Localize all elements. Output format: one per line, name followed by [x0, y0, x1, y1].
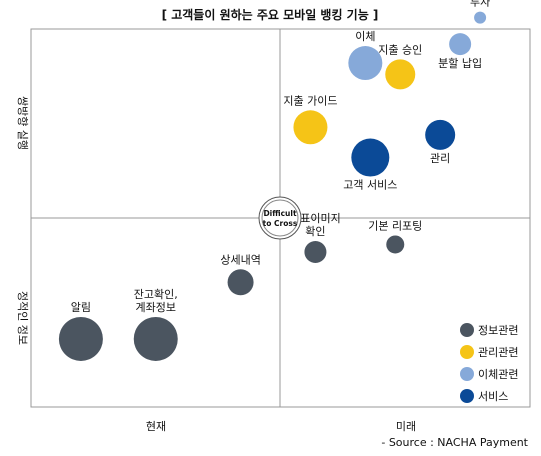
- bubble-label-9: 분할 납입: [438, 57, 482, 70]
- bubble-point-10: 투자: [470, 0, 490, 24]
- bubble-point-11: 고객 서비스: [343, 138, 397, 192]
- bubble-3: [227, 269, 254, 296]
- bubble-9: [449, 33, 472, 56]
- bubble-2: [133, 316, 178, 361]
- bubble-point-8: 이체: [348, 30, 383, 81]
- legend-swatch-xfer: [460, 367, 474, 381]
- bubble-label-8: 이체: [355, 30, 375, 43]
- bubble-label-1: 알림: [71, 300, 91, 314]
- bubble-label-11: 고객 서비스: [343, 179, 397, 192]
- bubble-label-3: 상세내역: [220, 253, 260, 266]
- bubble-5: [386, 235, 405, 254]
- legend-swatch-mgmt: [460, 345, 474, 359]
- bubble-label-2-line-2: 계좌정보: [136, 301, 176, 314]
- bubble-point-3: 상세내역: [220, 253, 261, 296]
- bubble-7: [385, 59, 416, 90]
- legend-label-info: 정보관련: [478, 324, 518, 337]
- legend-swatch-info: [460, 323, 474, 337]
- bubble-label-4-line-1: 수표이미지: [290, 212, 341, 225]
- bubble-label-7: 지출 승인: [378, 43, 422, 56]
- bubble-10: [474, 11, 487, 24]
- legend-swatch-svc: [460, 389, 474, 403]
- legend-item-mgmt: 관리관련: [460, 345, 518, 359]
- bubble-label-5: 기본 리포팅: [368, 219, 422, 232]
- center-badge-line-2: to Cross: [263, 219, 298, 228]
- x-category-future: 미래: [396, 420, 416, 433]
- y-category-interactive: 쌍방향 실행: [16, 96, 29, 150]
- y-category-static-info: 정적인 정보: [16, 291, 29, 345]
- bubble-8: [348, 46, 383, 81]
- legend-label-svc: 서비스: [478, 390, 508, 403]
- chart-title: [ 고객들이 원하는 주요 모바일 뱅킹 기능 ]: [162, 7, 379, 22]
- bubble-4: [304, 241, 327, 264]
- bubble-label-6: 지출 가이드: [283, 94, 337, 107]
- center-badge: Difficult to Cross: [258, 196, 302, 240]
- bubble-point-9: 분할 납입: [438, 33, 482, 70]
- bubble-11: [351, 138, 390, 177]
- bubble-point-7: 지출 승인: [378, 43, 422, 90]
- center-badge-circle: [258, 196, 302, 240]
- bubble-label-12: 관리: [430, 152, 450, 165]
- bubble-point-5: 기본 리포팅: [368, 219, 422, 254]
- legend-item-svc: 서비스: [460, 389, 508, 403]
- legend-label-mgmt: 관리관련: [478, 346, 518, 359]
- bubble-point-6: 지출 가이드: [283, 94, 337, 145]
- bubble-label-2-line-1: 잔고확인,: [134, 288, 178, 301]
- center-badge-ring: [261, 199, 299, 237]
- legend-item-xfer: 이체관련: [460, 367, 518, 381]
- center-badge-line-1: Difficult: [263, 209, 297, 218]
- source-note: - Source : NACHA Payment: [381, 436, 528, 449]
- bubble-point-12: 관리: [425, 119, 456, 165]
- bubble-label-10: 투자: [470, 0, 490, 9]
- bubble-12: [425, 119, 456, 150]
- bubble-6: [293, 110, 328, 145]
- bubble-1: [58, 316, 103, 361]
- legend-label-xfer: 이체관련: [478, 368, 518, 381]
- bubble-point-2: 잔고확인,계좌정보: [133, 288, 178, 361]
- legend-item-info: 정보관련: [460, 323, 518, 337]
- x-category-current: 현재: [146, 420, 166, 433]
- bubble-point-1: 알림: [58, 300, 103, 361]
- bubble-label-4-line-2: 확인: [305, 225, 325, 238]
